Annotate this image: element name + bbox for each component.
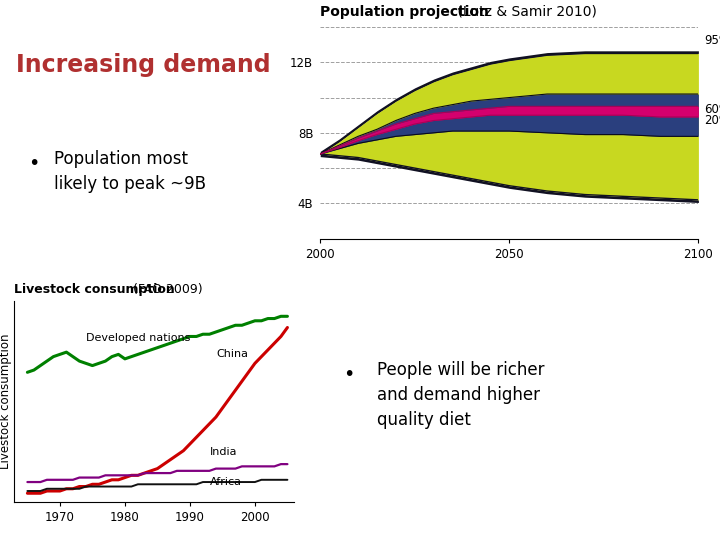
Text: (Lutz & Samir 2010): (Lutz & Samir 2010) [454,5,597,19]
Text: 60%: 60% [704,103,720,117]
Text: Africa: Africa [210,477,241,488]
Text: Increasing demand: Increasing demand [16,53,270,77]
Text: Population most
likely to peak ~9B: Population most likely to peak ~9B [53,150,205,193]
Text: India: India [210,447,237,457]
Text: 20%: 20% [704,114,720,127]
Text: •: • [28,154,40,173]
Text: 95%: 95% [704,33,720,47]
Text: •: • [343,365,354,384]
Y-axis label: Livestock consumption: Livestock consumption [0,334,12,469]
Text: Livestock consumption: Livestock consumption [14,284,175,296]
Text: People will be richer
and demand higher
quality diet: People will be richer and demand higher … [377,361,544,429]
Text: China: China [216,349,248,359]
Text: Population projection: Population projection [320,5,489,19]
Text: (FAO 2009): (FAO 2009) [130,284,203,296]
Text: Developed nations: Developed nations [86,333,190,343]
